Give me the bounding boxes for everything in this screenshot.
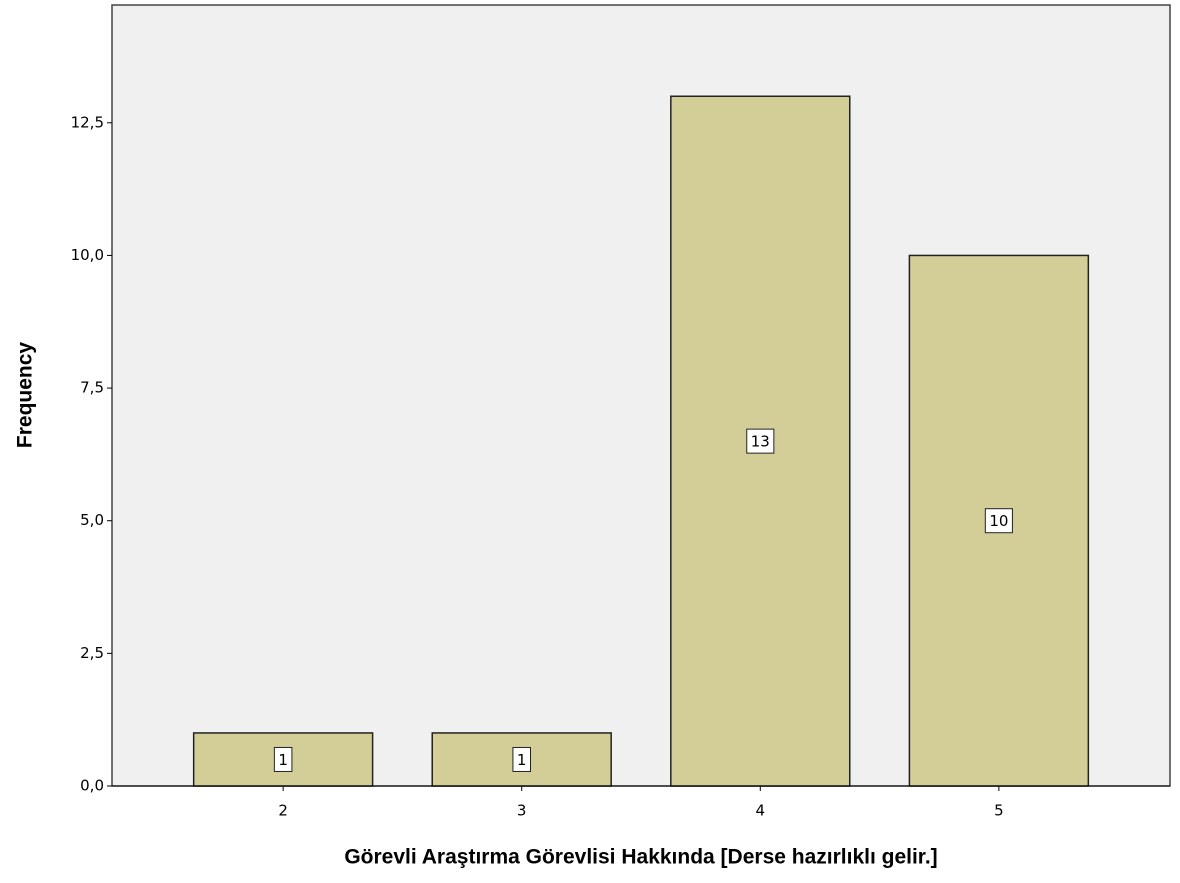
x-tick-label: 5 [994,802,1004,820]
x-axis-title: Görevli Araştırma Görevlisi Hakkında [De… [344,846,937,869]
y-tick-label: 7,5 [80,379,104,397]
data-label: 13 [751,433,770,451]
x-tick-label: 3 [517,802,527,820]
y-axis-title: Frequency [14,342,37,449]
y-tick-label: 5,0 [80,511,104,529]
data-label: 1 [278,751,288,769]
x-tick-label: 4 [756,802,766,820]
y-tick-label: 12,5 [71,113,104,131]
data-label-box [273,746,293,772]
data-label: 10 [989,512,1008,530]
y-tick-label: 0,0 [80,777,104,795]
data-label-box [512,746,531,772]
data-label-box [746,428,775,454]
data-label-box [984,508,1013,534]
data-label: 1 [517,751,527,769]
y-tick-label: 2,5 [80,644,104,662]
x-tick-label: 2 [278,802,288,820]
y-tick-label: 10,0 [71,246,104,264]
